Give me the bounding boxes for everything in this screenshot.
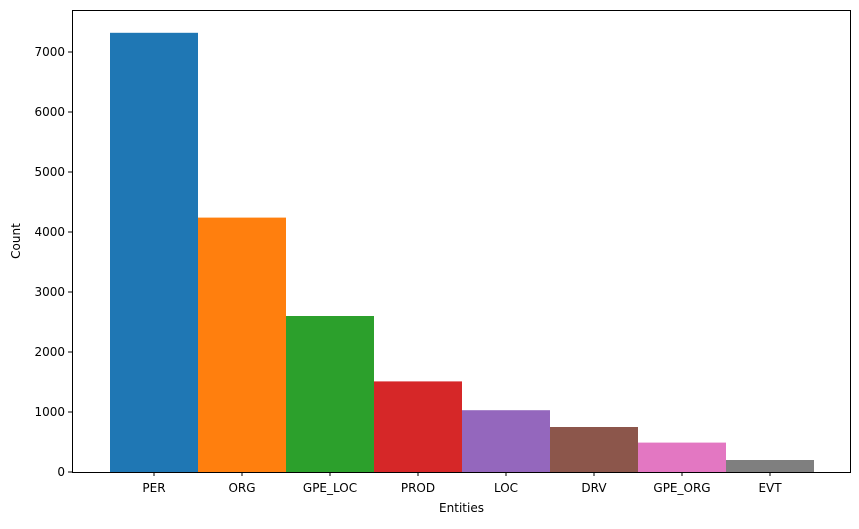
bar-drv [550, 427, 638, 472]
bar-org [198, 217, 286, 472]
bar-gpe-loc [286, 316, 374, 472]
bars-layer [110, 32, 814, 473]
y-tick-label: 4000 [34, 225, 65, 239]
x-axis-label: Entities [439, 501, 484, 515]
y-tick-label: 0 [57, 465, 65, 479]
x-ticks: PER ORG GPE_LOC PROD LOC DRV GPE_ORG EVT [142, 472, 782, 495]
y-axis-label: Count [9, 223, 23, 259]
y-tick-label: 3000 [34, 285, 65, 299]
x-tick-label: GPE_ORG [653, 481, 710, 495]
bar-loc [462, 410, 550, 472]
y-tick-label: 2000 [34, 345, 65, 359]
x-tick-label: PROD [401, 481, 435, 495]
y-ticks: 0 1000 2000 3000 4000 5000 6000 7000 [34, 45, 72, 479]
bar-gpe-org [638, 442, 726, 472]
bar-evt [726, 460, 814, 472]
x-tick-label: LOC [494, 481, 518, 495]
bar-per [110, 32, 198, 473]
x-tick-label: GPE_LOC [303, 481, 357, 495]
y-tick-label: 5000 [34, 165, 65, 179]
x-tick-label: ORG [228, 481, 255, 495]
x-tick-label: PER [142, 481, 165, 495]
plot-frame [72, 10, 851, 473]
x-tick-label: EVT [758, 481, 782, 495]
y-tick-label: 7000 [34, 45, 65, 59]
bar-prod [374, 381, 462, 472]
x-tick-label: DRV [581, 481, 607, 495]
y-tick-label: 1000 [34, 405, 65, 419]
y-tick-label: 6000 [34, 105, 65, 119]
